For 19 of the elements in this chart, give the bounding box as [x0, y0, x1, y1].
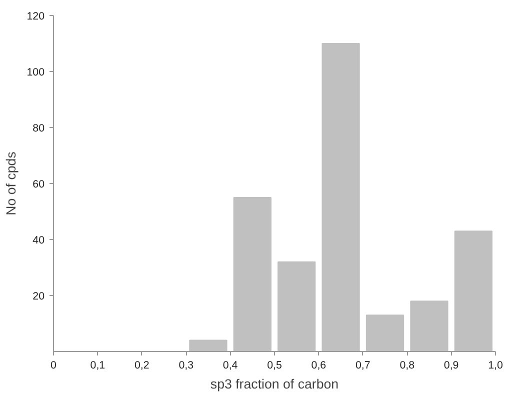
x-tick-label: 0,5	[267, 360, 282, 372]
x-tick-label: 0,6	[311, 360, 326, 372]
y-tick-label: 20	[32, 290, 45, 302]
y-tick-label: 120	[26, 10, 45, 22]
x-tick-label: 0,1	[90, 360, 106, 372]
y-tick-label: 80	[32, 122, 45, 134]
x-tick-label: 0,4	[222, 360, 238, 372]
x-tick-label: 0,9	[444, 360, 459, 372]
x-tick-label: 0,2	[134, 360, 150, 372]
y-tick-label: 40	[32, 234, 45, 246]
y-tick-label: 100	[26, 66, 45, 78]
y-axis-title: No of cpds	[4, 151, 19, 216]
x-tick-label: 0,7	[355, 360, 370, 372]
y-tick-label: 60	[32, 178, 45, 190]
x-tick-label: 0	[50, 360, 57, 372]
x-tick-label: 1,0	[488, 360, 503, 372]
x-tick-label: 0,8	[400, 360, 415, 372]
x-tick-label: 0,3	[178, 360, 194, 372]
x-axis-title: sp3 fraction of carbon	[210, 376, 339, 392]
